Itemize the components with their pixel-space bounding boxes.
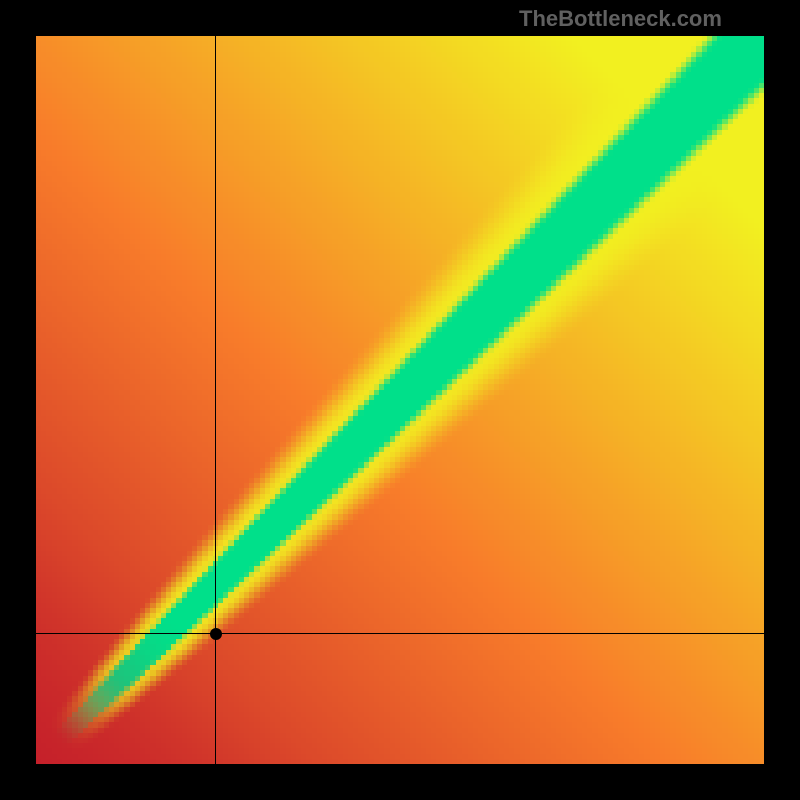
watermark-text: TheBottleneck.com (519, 6, 722, 32)
crosshair-horizontal (36, 633, 764, 634)
crosshair-vertical (215, 36, 216, 764)
selected-point-marker (210, 628, 222, 640)
bottleneck-heatmap (36, 36, 764, 764)
chart-container: TheBottleneck.com (0, 0, 800, 800)
